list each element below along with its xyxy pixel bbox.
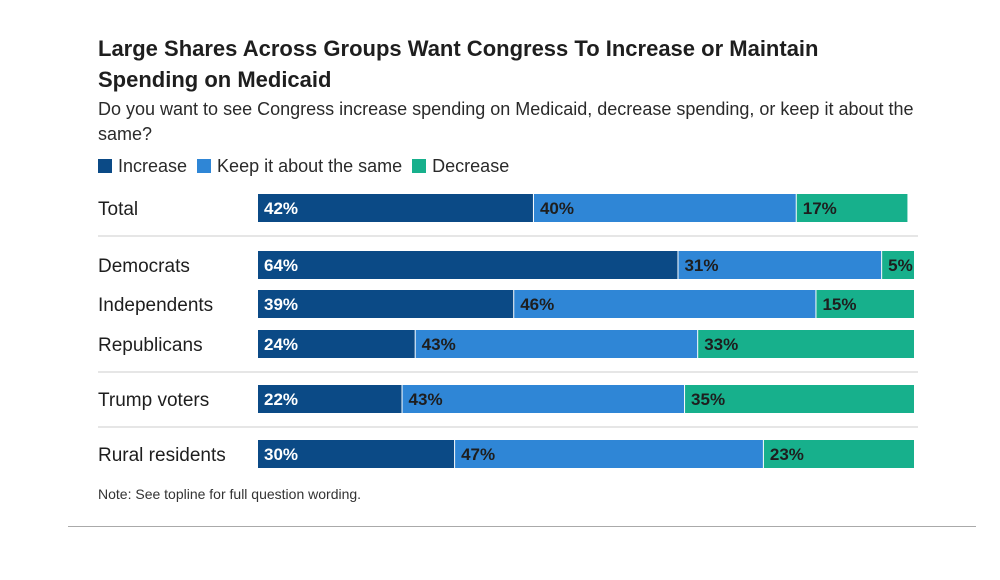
stacked-bar-chart: Total 42% 40% 17% Democrats 64% 31% 5% Independe…: [98, 194, 918, 468]
bar-label-rural-residents-decrease: 23%: [770, 445, 804, 464]
legend-item-increase: Increase: [98, 156, 187, 177]
row-label-trump-voters: Trump voters: [98, 390, 209, 411]
bar-label-republicans-decrease: 33%: [704, 335, 738, 354]
bar-total-keep: [533, 194, 796, 222]
row-label-democrats: Democrats: [98, 256, 190, 277]
bar-rural-residents-keep: [455, 440, 763, 468]
bar-label-trump-voters-increase: 22%: [264, 390, 298, 409]
legend-item-keep: Keep it about the same: [197, 156, 402, 177]
bar-republicans-decrease: [698, 330, 914, 358]
bar-label-independents-keep: 46%: [520, 295, 554, 314]
row-label-republicans: Republicans: [98, 335, 203, 356]
bar-total-decrease: [796, 194, 908, 222]
bar-label-rural-residents-increase: 30%: [264, 445, 298, 464]
bar-democrats-decrease: [882, 251, 914, 279]
bar-label-democrats-increase: 64%: [264, 256, 298, 275]
row-label-rural-residents: Rural residents: [98, 445, 226, 466]
bottom-divider: [68, 526, 976, 527]
bar-republicans-keep: [415, 330, 698, 358]
row-label-total: Total: [98, 199, 138, 220]
legend-item-decrease: Decrease: [412, 156, 509, 177]
bar-label-rural-residents-keep: 47%: [461, 445, 495, 464]
bar-rural-residents-increase: [258, 440, 455, 468]
bar-independents-keep: [514, 290, 816, 318]
legend-swatch-keep: [197, 159, 212, 173]
chart-subtitle: Do you want to see Congress increase spe…: [98, 99, 914, 144]
bar-democrats-increase: [258, 251, 678, 279]
bar-democrats-keep: [678, 251, 882, 279]
bar-label-total-decrease: 17%: [803, 199, 837, 218]
legend-label-keep: Keep it about the same: [217, 155, 403, 176]
bar-trump-voters-decrease: [685, 385, 914, 413]
legend-swatch-increase: [98, 159, 112, 173]
legend-swatch-decrease: [412, 159, 427, 173]
bar-label-democrats-keep: 31%: [684, 256, 718, 275]
bar-label-republicans-keep: 43%: [422, 335, 456, 354]
bar-independents-decrease: [816, 290, 914, 318]
bar-rural-residents-decrease: [763, 440, 914, 468]
bar-label-total-keep: 40%: [540, 199, 574, 218]
bar-label-trump-voters-decrease: 35%: [691, 390, 725, 409]
bar-republicans-increase: [258, 330, 415, 358]
chart-title: Large Shares Across Groups Want Congress…: [98, 36, 819, 92]
bar-total-increase: [258, 194, 533, 222]
bar-label-trump-voters-keep: 43%: [409, 390, 443, 409]
legend-label-increase: Increase: [118, 155, 188, 176]
bar-trump-voters-increase: [258, 385, 402, 413]
chart-note: Note: See topline for full question word…: [98, 486, 362, 502]
bar-trump-voters-keep: [402, 385, 685, 413]
row-label-independents: Independents: [98, 295, 213, 316]
bar-label-independents-increase: 39%: [264, 295, 298, 314]
legend: Increase Keep it about the same Decrease: [98, 154, 519, 178]
bar-label-republicans-increase: 24%: [264, 335, 298, 354]
bar-label-democrats-decrease: 5%: [888, 256, 913, 275]
bar-label-independents-decrease: 15%: [822, 295, 856, 314]
bar-label-total-increase: 42%: [264, 199, 298, 218]
legend-label-decrease: Decrease: [432, 155, 510, 176]
bar-independents-increase: [258, 290, 514, 318]
